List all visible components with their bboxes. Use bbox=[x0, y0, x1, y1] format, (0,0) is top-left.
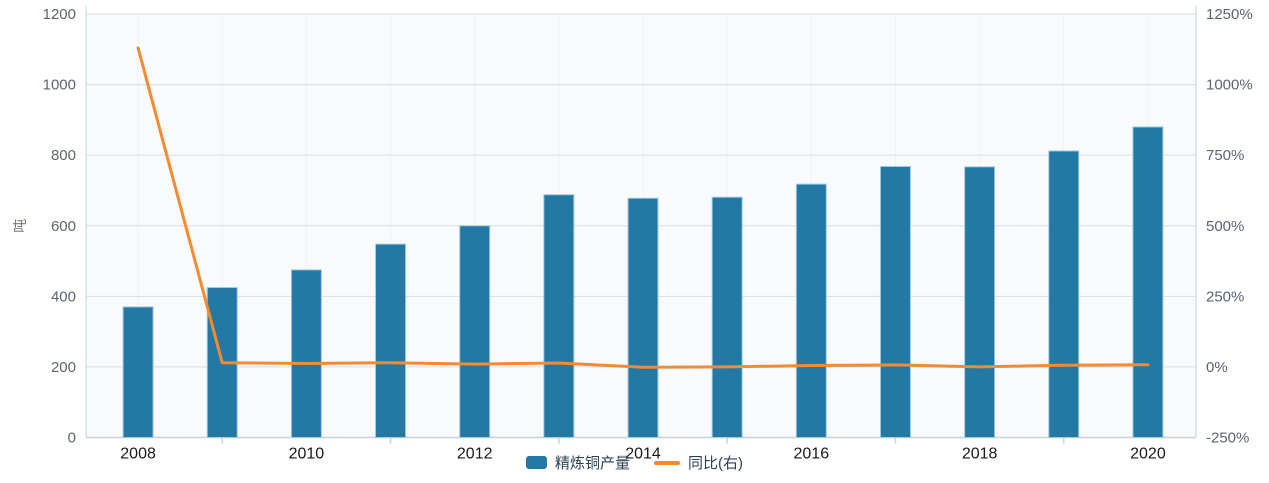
right-axis-tick-label: 1000% bbox=[1206, 77, 1253, 94]
left-axis-tick-label: 1000 bbox=[43, 77, 76, 94]
line-series-swatch-icon bbox=[654, 460, 680, 465]
right-axis-tick-label: 1250% bbox=[1206, 6, 1253, 23]
x-axis-year-label: 2020 bbox=[1130, 446, 1166, 463]
right-axis-tick-label: 0% bbox=[1206, 359, 1228, 376]
production-bar[interactable] bbox=[964, 166, 996, 438]
x-axis-year-label: 2012 bbox=[457, 446, 493, 463]
right-axis-tick-label: 750% bbox=[1206, 147, 1244, 164]
right-axis-tick-label: -250% bbox=[1206, 430, 1249, 447]
left-axis-tick-label: 400 bbox=[51, 288, 76, 305]
production-bar[interactable] bbox=[122, 306, 154, 438]
chart-legend: 精炼铜产量 同比(右) bbox=[0, 452, 1269, 473]
bar-series-swatch-icon bbox=[525, 456, 547, 469]
legend-line-label: 同比(右) bbox=[688, 455, 743, 472]
production-bar[interactable] bbox=[290, 269, 322, 439]
production-bar[interactable] bbox=[375, 243, 407, 438]
x-axis-year-label: 2018 bbox=[962, 446, 998, 463]
production-bar[interactable] bbox=[1048, 150, 1080, 438]
x-axis-year-label: 2014 bbox=[625, 446, 661, 463]
left-axis-tick-label: 1200 bbox=[43, 6, 76, 23]
production-bar[interactable] bbox=[795, 183, 827, 438]
production-bar[interactable] bbox=[459, 225, 491, 438]
production-bar[interactable] bbox=[711, 196, 743, 438]
production-bar[interactable] bbox=[1132, 126, 1164, 439]
production-bar[interactable] bbox=[879, 165, 911, 439]
right-axis-tick-label: 250% bbox=[1206, 288, 1244, 305]
yoy-line[interactable] bbox=[136, 46, 1150, 369]
legend-item-bar-series[interactable]: 精炼铜产量 bbox=[525, 452, 630, 473]
right-axis-tick-label: 500% bbox=[1206, 218, 1244, 235]
left-axis-tick-label: 800 bbox=[51, 147, 76, 164]
left-axis-tick-label: 200 bbox=[51, 359, 76, 376]
production-bar[interactable] bbox=[543, 194, 575, 438]
x-axis-year-label: 2010 bbox=[289, 446, 325, 463]
left-axis-tick-label: 600 bbox=[51, 218, 76, 235]
legend-bar-label: 精炼铜产量 bbox=[554, 455, 630, 472]
x-axis-year-label: 2008 bbox=[120, 446, 156, 463]
left-axis-unit-label: 吨 bbox=[12, 219, 28, 233]
production-bar[interactable] bbox=[627, 197, 659, 438]
x-axis-year-label: 2016 bbox=[794, 446, 830, 463]
left-axis-tick-label: 0 bbox=[68, 430, 76, 447]
legend-item-line-series[interactable]: 同比(右) bbox=[654, 452, 743, 473]
